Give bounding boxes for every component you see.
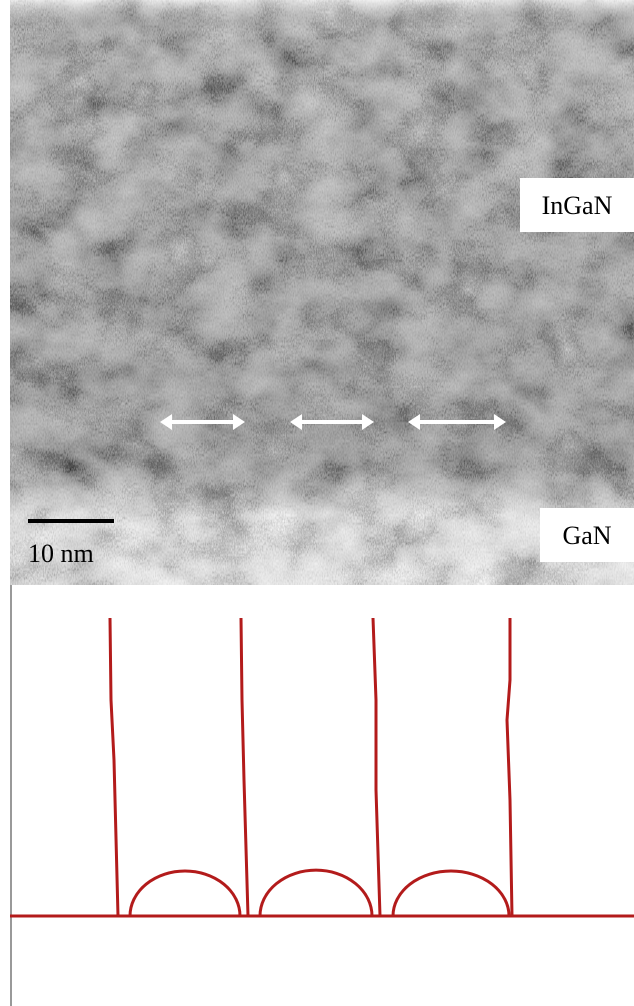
layer-label: InGaN [542,191,613,220]
schematic [10,585,634,1006]
layer-label: GaN [562,521,611,550]
scale-label: 10 nm [28,539,94,568]
micrograph [10,0,634,585]
figure: InGaN GaN 10 nm [0,0,634,1006]
